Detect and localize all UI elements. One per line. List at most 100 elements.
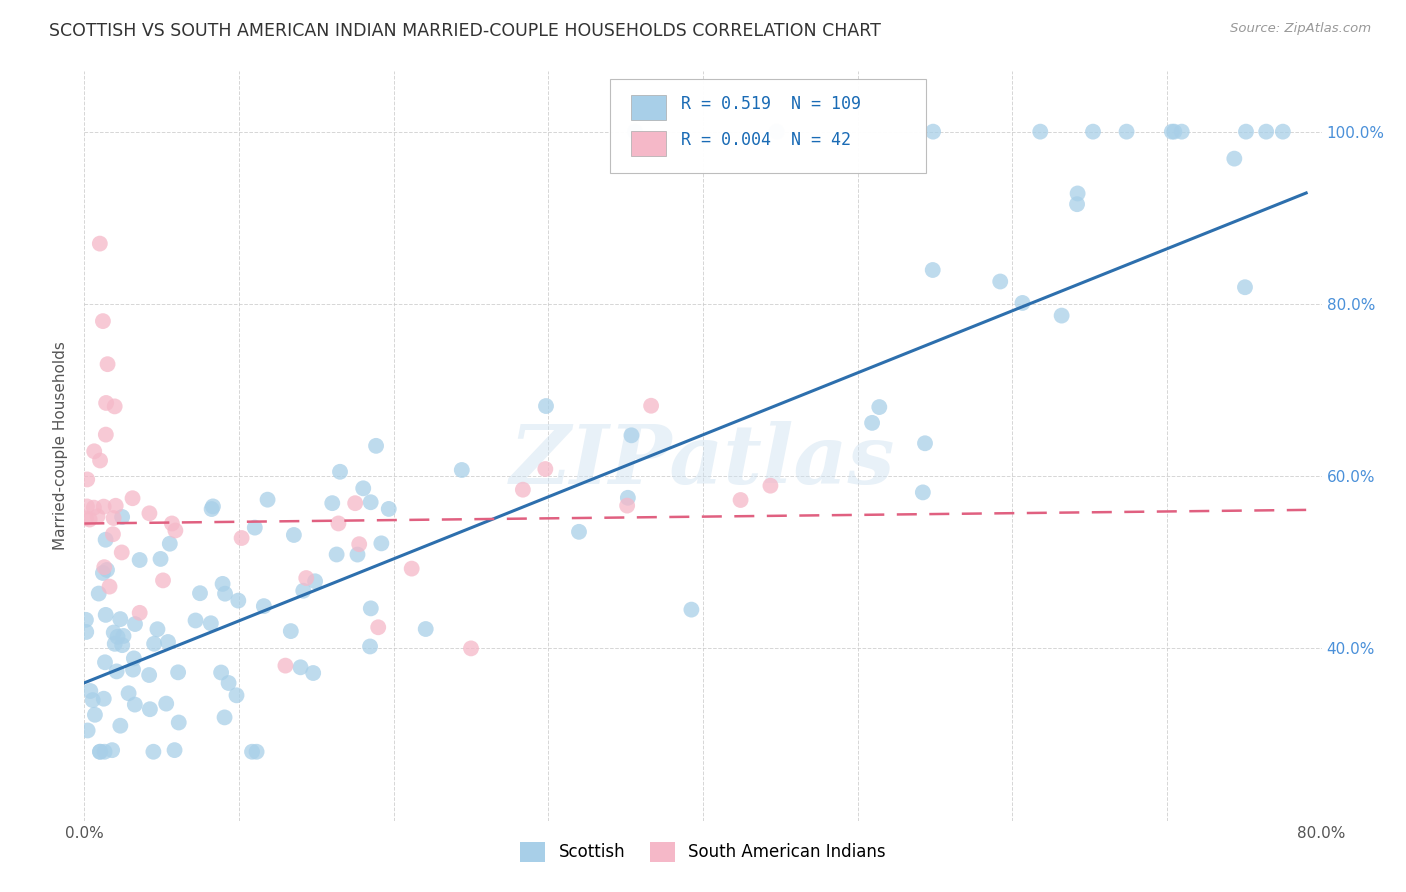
- Point: [616, 499, 638, 513]
- Point: [620, 428, 643, 442]
- Point: [93, 500, 115, 514]
- Point: [1170, 125, 1192, 139]
- Point: [460, 641, 482, 656]
- Point: [253, 599, 276, 614]
- Point: [111, 638, 134, 652]
- Point: [568, 524, 591, 539]
- Point: [922, 125, 945, 139]
- Point: [84, 707, 107, 722]
- Point: [75, 613, 97, 627]
- Point: [292, 583, 315, 598]
- Point: [1066, 197, 1088, 211]
- Point: [103, 625, 125, 640]
- Point: [304, 574, 326, 589]
- Point: [512, 483, 534, 497]
- Point: [76, 500, 98, 514]
- Point: [149, 552, 172, 566]
- Text: Source: ZipAtlas.com: Source: ZipAtlas.com: [1230, 22, 1371, 36]
- Point: [280, 624, 302, 639]
- Point: [1223, 152, 1246, 166]
- Point: [360, 601, 382, 615]
- Point: [415, 622, 437, 636]
- Y-axis label: Married-couple Households: Married-couple Households: [53, 342, 69, 550]
- Point: [96, 563, 118, 577]
- Point: [914, 436, 936, 450]
- Point: [347, 537, 370, 551]
- Point: [89, 453, 111, 467]
- Point: [121, 491, 143, 506]
- Point: [534, 399, 557, 413]
- Point: [377, 502, 399, 516]
- Point: [79, 512, 101, 526]
- Point: [759, 479, 782, 493]
- Point: [1256, 125, 1278, 139]
- Point: [124, 617, 146, 632]
- Point: [201, 502, 224, 516]
- Point: [352, 481, 374, 495]
- Point: [93, 745, 115, 759]
- Point: [110, 719, 132, 733]
- FancyBboxPatch shape: [631, 95, 666, 120]
- Point: [167, 665, 190, 680]
- Point: [163, 743, 186, 757]
- Point: [214, 710, 236, 724]
- FancyBboxPatch shape: [610, 78, 925, 172]
- Point: [94, 655, 117, 669]
- Point: [225, 688, 247, 702]
- Point: [1081, 125, 1104, 139]
- Point: [1234, 125, 1257, 139]
- Point: [640, 399, 662, 413]
- Point: [226, 593, 249, 607]
- Point: [921, 263, 943, 277]
- Point: [1160, 125, 1182, 139]
- Point: [122, 663, 145, 677]
- Point: [624, 125, 647, 139]
- Point: [94, 427, 117, 442]
- Point: [167, 715, 190, 730]
- Point: [96, 357, 118, 371]
- Text: SCOTTISH VS SOUTH AMERICAN INDIAN MARRIED-COUPLE HOUSEHOLDS CORRELATION CHART: SCOTTISH VS SOUTH AMERICAN INDIAN MARRIE…: [49, 22, 882, 40]
- Point: [138, 668, 160, 682]
- Point: [104, 637, 127, 651]
- Point: [346, 548, 368, 562]
- Point: [107, 630, 129, 644]
- Point: [200, 616, 222, 631]
- Point: [93, 560, 115, 574]
- Point: [165, 524, 187, 538]
- Point: [730, 493, 752, 508]
- Point: [295, 571, 318, 585]
- Point: [159, 537, 181, 551]
- Point: [112, 629, 135, 643]
- Point: [101, 527, 124, 541]
- Point: [94, 396, 117, 410]
- Point: [138, 506, 160, 520]
- Point: [110, 612, 132, 626]
- Point: [617, 491, 640, 505]
- Point: [111, 545, 134, 559]
- Point: [1029, 125, 1052, 139]
- Point: [155, 697, 177, 711]
- Point: [302, 666, 325, 681]
- Point: [911, 485, 934, 500]
- Point: [1271, 125, 1294, 139]
- Point: [93, 691, 115, 706]
- Point: [256, 492, 278, 507]
- Point: [122, 651, 145, 665]
- Text: ZIPatlas: ZIPatlas: [510, 421, 896, 501]
- Point: [152, 574, 174, 588]
- Point: [1163, 125, 1185, 139]
- Point: [1050, 309, 1073, 323]
- Point: [274, 658, 297, 673]
- Point: [91, 566, 114, 580]
- Point: [765, 125, 787, 139]
- Point: [290, 660, 312, 674]
- Point: [156, 635, 179, 649]
- Point: [1011, 296, 1033, 310]
- Point: [89, 745, 111, 759]
- Point: [243, 521, 266, 535]
- Point: [101, 743, 124, 757]
- Point: [325, 548, 347, 562]
- Point: [75, 624, 97, 639]
- Point: [83, 500, 105, 515]
- Point: [89, 236, 111, 251]
